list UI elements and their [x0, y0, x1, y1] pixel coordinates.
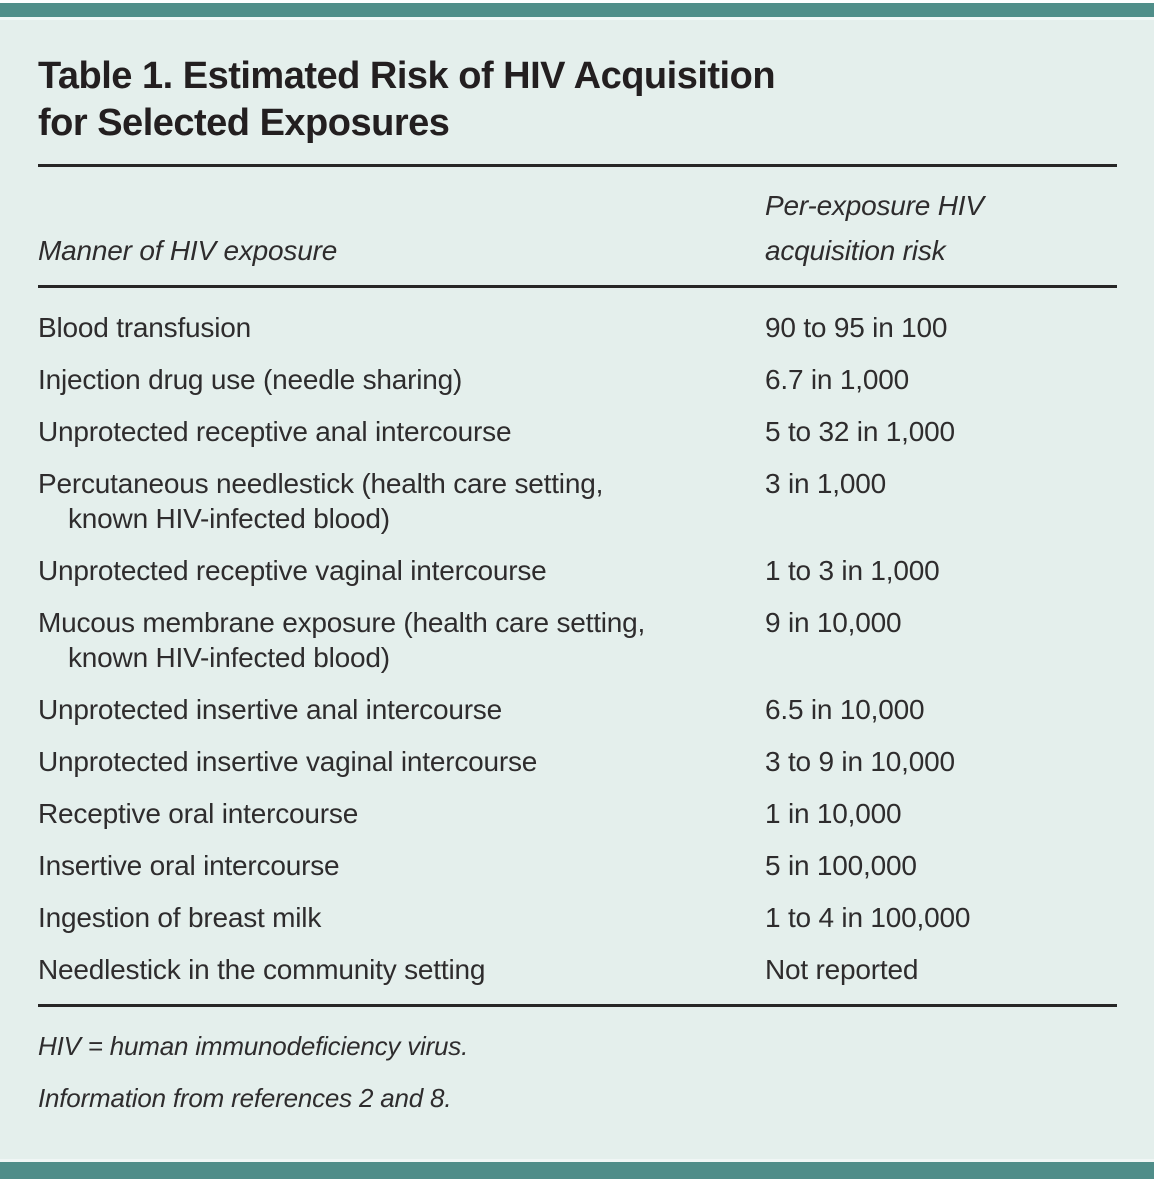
- exposure-text-line: Unprotected insertive anal intercourse: [38, 694, 502, 725]
- column-header-risk-line-2: acquisition risk: [765, 235, 946, 266]
- risk-cell: 5 in 100,000: [765, 850, 917, 881]
- exposure-cell: Insertive oral intercourse: [38, 848, 765, 883]
- exposure-text-line: known HIV-infected blood): [68, 503, 390, 534]
- rule-below-title: [38, 164, 1117, 167]
- exposure-text-line: Percutaneous needlestick (health care se…: [38, 468, 604, 499]
- top-edge-strip: [0, 0, 1154, 3]
- table-row: Needlestick in the community setting Not …: [38, 952, 1117, 987]
- exposure-cell: Unprotected insertive anal intercourse: [38, 692, 765, 727]
- exposure-cell: Receptive oral intercourse: [38, 796, 765, 831]
- exposure-cell: Unprotected receptive anal intercourse: [38, 414, 765, 449]
- exposure-text-line: Mucous membrane exposure (health care se…: [38, 607, 646, 638]
- table-header-row: Manner of HIV exposure Per-exposure HIV …: [38, 167, 1117, 285]
- risk-cell: 3 to 9 in 10,000: [765, 746, 955, 777]
- exposure-cell: Injection drug use (needle sharing): [38, 362, 765, 397]
- table-title-line-2: for Selected Exposures: [38, 102, 450, 144]
- table-panel: Table 1. Estimated Risk of HIV Acquisiti…: [0, 20, 1154, 1159]
- table-row: Percutaneous needlestick (health care se…: [38, 466, 1117, 536]
- footnote: HIV = human immunodeficiency virus.: [38, 1031, 469, 1061]
- risk-cell: 1 to 3 in 1,000: [765, 555, 940, 586]
- exposure-text-line: Needlestick in the community setting: [38, 954, 486, 985]
- column-header-risk: Per-exposure HIV acquisition risk: [765, 183, 1117, 273]
- risk-cell: 5 to 32 in 1,000: [765, 416, 955, 447]
- table-row: Insertive oral intercourse 5 in 100,000: [38, 848, 1117, 883]
- exposure-cell: Unprotected insertive vaginal intercours…: [38, 744, 765, 779]
- table-body: Blood transfusion 90 to 95 in 100 Injectio…: [38, 288, 1117, 987]
- table-row: Unprotected insertive vaginal intercours…: [38, 744, 1117, 779]
- table-row: Receptive oral intercourse 1 in 10,000: [38, 796, 1117, 831]
- exposure-cell: Ingestion of breast milk: [38, 900, 765, 935]
- exposure-text-line: Unprotected receptive vaginal intercours…: [38, 555, 547, 586]
- exposure-text-line: Injection drug use (needle sharing): [38, 364, 463, 395]
- top-gap-strip: [0, 17, 1154, 20]
- exposure-text-line: Blood transfusion: [38, 312, 251, 343]
- exposure-text-line: Unprotected insertive vaginal intercours…: [38, 746, 538, 777]
- table-row: Mucous membrane exposure (health care se…: [38, 605, 1117, 675]
- exposure-text-line: Unprotected receptive anal intercourse: [38, 416, 512, 447]
- table-row: Ingestion of breast milk 1 to 4 in 100,00…: [38, 900, 1117, 935]
- exposure-text-line: Receptive oral intercourse: [38, 798, 359, 829]
- table-title-line-1: Table 1. Estimated Risk of HIV Acquisiti…: [38, 55, 776, 97]
- risk-cell: 90 to 95 in 100: [765, 312, 948, 343]
- footnote: Information from references 2 and 8.: [38, 1083, 452, 1113]
- table-row: Unprotected insertive anal intercourse 6.…: [38, 692, 1117, 727]
- top-accent-bar: [0, 3, 1154, 17]
- risk-cell: 9 in 10,000: [765, 607, 902, 638]
- exposure-text-line: known HIV-infected blood): [68, 642, 390, 673]
- exposure-cell: Percutaneous needlestick (health care se…: [38, 466, 765, 536]
- bottom-accent-bar: [0, 1162, 1154, 1179]
- risk-cell: 1 in 10,000: [765, 798, 902, 829]
- risk-cell: 3 in 1,000: [765, 468, 886, 499]
- risk-cell: 6.5 in 10,000: [765, 694, 925, 725]
- table-row: Unprotected receptive anal intercourse 5 …: [38, 414, 1117, 449]
- column-header-risk-line-1: Per-exposure HIV: [765, 190, 984, 221]
- footnotes: HIV = human immunodeficiency virus. Infor…: [38, 1029, 1117, 1116]
- table-row: Injection drug use (needle sharing) 6.7 i…: [38, 362, 1117, 397]
- risk-cell: 1 to 4 in 100,000: [765, 902, 971, 933]
- table-row: Unprotected receptive vaginal intercours…: [38, 553, 1117, 588]
- exposure-cell: Unprotected receptive vaginal intercours…: [38, 553, 765, 588]
- table-title: Table 1. Estimated Risk of HIV Acquisiti…: [38, 53, 1117, 147]
- risk-cell: Not reported: [765, 954, 919, 985]
- table-row: Blood transfusion 90 to 95 in 100: [38, 310, 1117, 345]
- risk-cell: 6.7 in 1,000: [765, 364, 909, 395]
- rule-below-header: [38, 285, 1117, 288]
- exposure-text-line: Ingestion of breast milk: [38, 902, 322, 933]
- column-header-exposure: Manner of HIV exposure: [38, 235, 338, 266]
- exposure-cell: Mucous membrane exposure (health care se…: [38, 605, 765, 675]
- exposure-cell: Needlestick in the community setting: [38, 952, 765, 987]
- exposure-cell: Blood transfusion: [38, 310, 765, 345]
- rule-below-body: [38, 1004, 1117, 1007]
- exposure-text-line: Insertive oral intercourse: [38, 850, 340, 881]
- bottom-gap-strip: [0, 1159, 1154, 1162]
